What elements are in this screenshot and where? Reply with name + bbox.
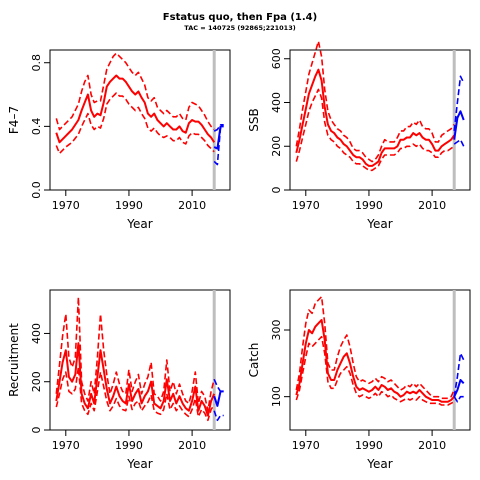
y-tick-label-f: 0.8 (30, 54, 43, 72)
y-tick-label-f: 0.4 (30, 118, 43, 136)
plot-frame-f (49, 49, 231, 191)
series-projection-upper-ssb (453, 75, 465, 131)
series-projection-upper-recruitment (213, 378, 224, 393)
panel-recruitment: 1970 1990 2010 0 200 400 Year Recruitment (7, 289, 231, 471)
series-historical-upper-recruitment (55, 296, 215, 412)
series-historical-lower-recruitment (55, 366, 215, 422)
series-historical-upper-f (55, 52, 215, 131)
y-tick-label-recruitment: 200 (30, 371, 43, 392)
x-tick-label-catch: 1970 (292, 439, 320, 452)
y-tick-label-catch: 100 (270, 386, 283, 407)
y-axis-title-catch: Catch (247, 343, 261, 378)
x-tick-label-ssb: 1990 (355, 199, 383, 212)
series-historical-upper-catch (295, 295, 455, 400)
x-tick-label-recruitment: 1990 (115, 439, 143, 452)
y-tick-label-ssb: 600 (270, 48, 283, 69)
series-historical-median-f (55, 74, 216, 144)
series-historical-lower-catch (295, 335, 455, 406)
x-axis-title-f: Year (126, 217, 152, 231)
y-tick-label-ssb: 200 (270, 136, 283, 157)
x-tick-label-ssb: 2010 (418, 199, 446, 212)
series-projection-lower-recruitment (213, 410, 224, 422)
series-historical-median-catch (295, 319, 455, 403)
x-axis-title-catch: Year (366, 457, 392, 471)
x-tick-label-f: 1970 (52, 199, 80, 212)
x-tick-label-f: 2010 (178, 199, 206, 212)
series-historical-median-ssb (295, 68, 456, 167)
y-tick-label-ssb: 400 (270, 92, 283, 113)
x-axis-title-recruitment: Year (126, 457, 152, 471)
y-tick-label-catch: 300 (270, 320, 283, 341)
x-tick-label-recruitment: 1970 (52, 439, 80, 452)
x-tick-label-catch: 1990 (355, 439, 383, 452)
x-tick-label-recruitment: 2010 (178, 439, 206, 452)
series-projection-median-recruitment (213, 390, 224, 407)
x-tick-label-catch: 2010 (418, 439, 446, 452)
series-projection-median-ssb (453, 110, 465, 140)
plot-frame-recruitment (49, 289, 231, 431)
y-tick-label-recruitment: 0 (30, 427, 43, 434)
x-axis-title-ssb: Year (366, 217, 392, 231)
plot-frame-ssb (289, 49, 471, 191)
panel-fishing-mortality: 1970 1990 2010 0.0 0.4 0.8 Year F4–7 (7, 49, 231, 231)
x-tick-label-ssb: 1970 (292, 199, 320, 212)
figure-subtitle: TAC = 140725 (92865;221013) (184, 24, 295, 32)
y-axis-title-ssb: SSB (247, 108, 261, 131)
panel-catch: 1970 1990 2010 100 300 Year Catch (247, 289, 471, 471)
y-axis-title-f: F4–7 (7, 106, 21, 134)
series-historical-lower-ssb (295, 88, 455, 172)
x-tick-label-f: 1990 (115, 199, 143, 212)
series-projection-median-catch (453, 379, 465, 398)
y-tick-label-ssb: 0 (270, 187, 283, 194)
series-historical-median-recruitment (55, 342, 216, 417)
series-projection-upper-catch (453, 352, 465, 397)
series-projection-lower-f (213, 127, 224, 166)
series-historical-lower-f (55, 92, 215, 155)
series-projection-upper-f (213, 124, 224, 132)
plot-frame-catch (289, 289, 471, 431)
panel-ssb: 1970 1990 2010 0 200 400 600 Year SSB (247, 40, 471, 231)
series-historical-upper-ssb (295, 40, 455, 163)
y-tick-label-f: 0.0 (30, 181, 43, 199)
figure-title: Fstatus quo, then Fpa (1.4) (163, 12, 317, 23)
y-tick-label-recruitment: 400 (30, 323, 43, 344)
series-projection-lower-catch (453, 395, 464, 403)
y-axis-title-recruitment: Recruitment (7, 323, 21, 397)
series-projection-lower-ssb (453, 138, 465, 147)
